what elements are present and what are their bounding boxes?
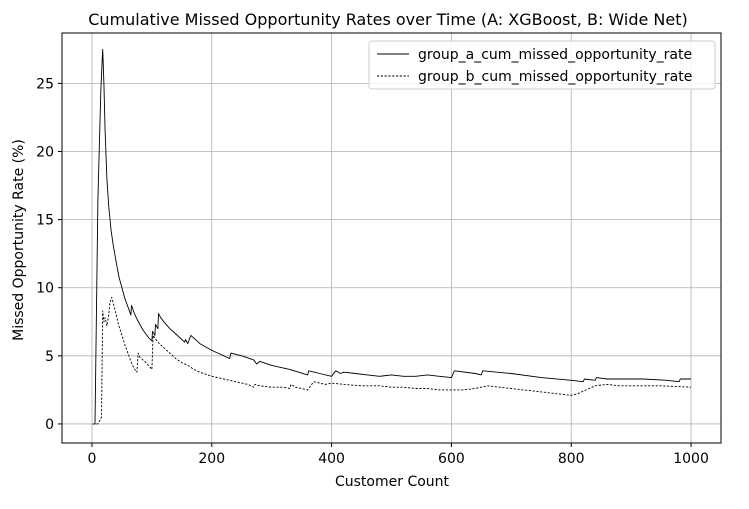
series-line-group-a [92,48,691,425]
y-tick-label-2: 10 [36,281,54,297]
plot-area-frame [61,32,722,444]
y-tick-label-3: 15 [36,213,54,229]
x-tick-label-3: 600 [438,451,465,467]
y-tick-label-1: 5 [45,349,54,365]
chart-title: Cumulative Missed Opportunity Rates over… [88,10,688,29]
series-line-group-b [92,296,692,425]
grid [62,33,721,443]
x-tick-label-5: 1000 [673,451,709,467]
x-tick-label-4: 800 [558,451,585,467]
x-tick-label-2: 400 [318,451,345,467]
y-axis-label: Missed Opportunity Rate (%) [11,139,27,341]
ticks: 0 200 400 600 800 1000 0 5 10 15 20 25 [36,76,709,467]
x-axis-label: Customer Count [335,474,450,490]
legend-label-1: group_b_cum_missed_opportunity_rate [418,69,692,85]
y-tick-label-4: 20 [36,145,54,161]
legend-box [368,40,716,90]
y-tick-label-5: 25 [36,76,54,92]
x-tick-label-0: 0 [87,451,96,467]
plot-lines [92,48,692,425]
x-tick-label-1: 200 [198,451,225,467]
legend-label-0: group_a_cum_missed_opportunity_rate [418,47,692,63]
y-tick-label-0: 0 [45,417,54,433]
legend: group_a_cum_missed_opportunity_rategroup… [368,40,716,90]
